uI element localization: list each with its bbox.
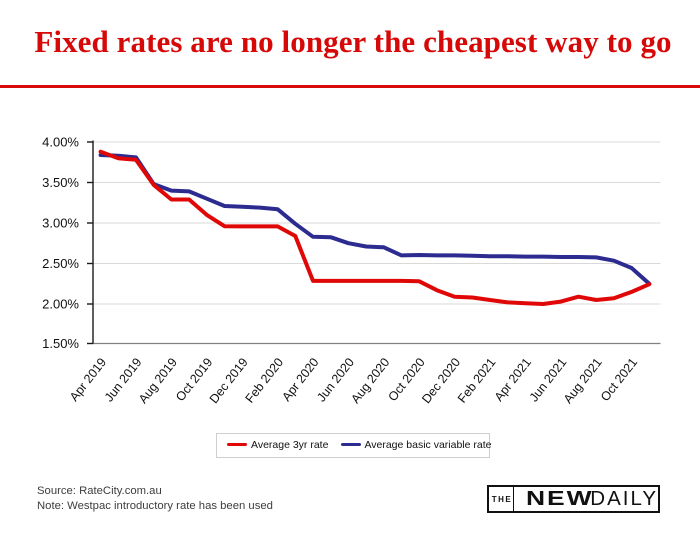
svg-text:3.50%: 3.50%: [42, 175, 79, 190]
svg-text:3.00%: 3.00%: [42, 216, 79, 231]
svg-text:1.50%: 1.50%: [42, 336, 79, 351]
svg-text:2.00%: 2.00%: [42, 297, 79, 312]
svg-text:4.00%: 4.00%: [42, 135, 79, 150]
svg-text:2.50%: 2.50%: [42, 256, 79, 271]
svg-text:Oct 2021: Oct 2021: [598, 355, 640, 404]
